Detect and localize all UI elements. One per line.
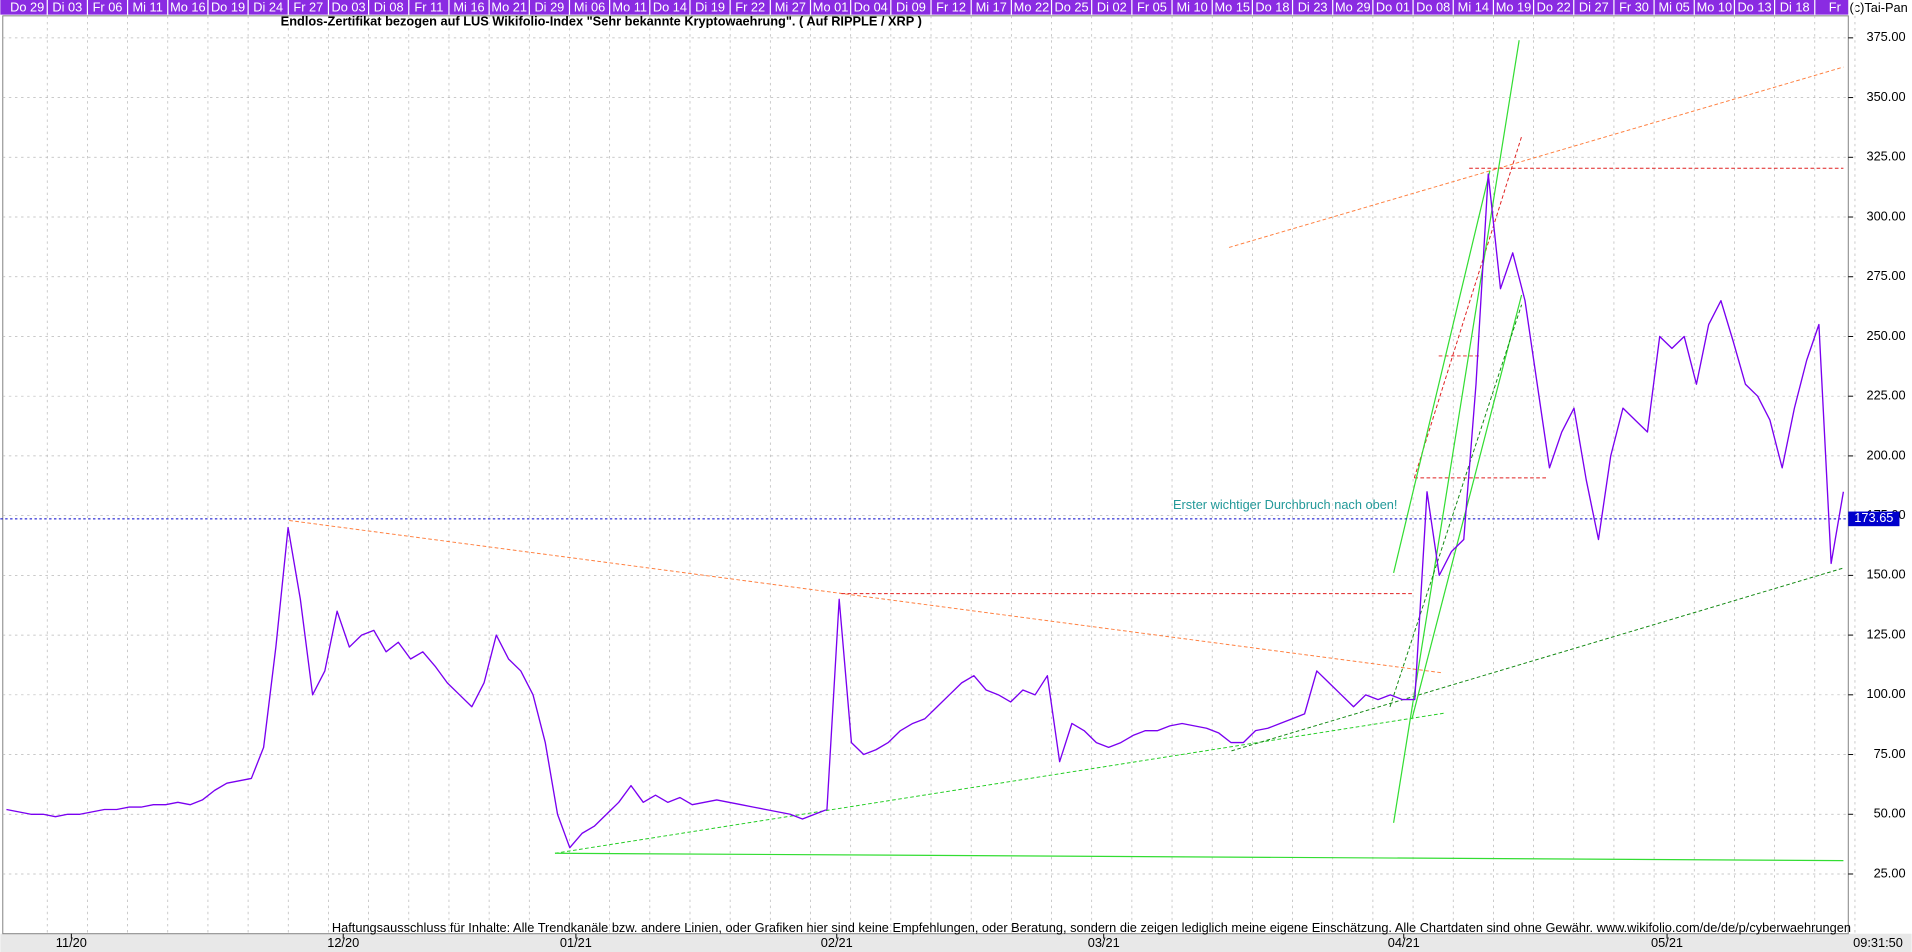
top-date-label: Di 08 [374,0,404,14]
last-price-label: 173.65 [1854,510,1893,525]
top-date-label: Mo 11 [612,0,647,14]
top-date-label: Di 29 [534,0,564,14]
grid-layer [2,15,1856,934]
trend-lines [289,40,1844,862]
y-tick-label: 275.00 [1866,268,1905,283]
y-tick-label: 250.00 [1866,328,1905,343]
top-date-label: Mi 17 [976,0,1007,14]
top-date-label: Do 18 [1255,0,1289,14]
trend-line [1393,40,1520,823]
y-tick-label: 25.00 [1874,865,1906,880]
top-date-label: Mi 10 [1176,0,1207,14]
trend-line [1228,66,1844,248]
top-date-label: Mo 19 [1496,0,1532,14]
source-label: (c)Tai-Pan [1849,0,1907,15]
top-date-label: Di 24 [253,0,283,14]
x-tick-label: 02/21 [821,935,853,950]
y-tick-label: 200.00 [1866,447,1905,462]
annotation: Erster wichtiger Durchbruch nach oben! [1173,497,1398,512]
top-date-label: Fr 05 [1137,0,1167,14]
top-date-label: Di 09 [896,0,926,14]
top-date-label: Fr 27 [293,0,323,14]
top-date-label: Mo 15 [1215,0,1251,14]
top-date-label: Di 27 [1579,0,1609,14]
x-tick-label: 03/21 [1088,935,1120,950]
trend-line [1413,136,1523,478]
top-date-label: Fr 06 [93,0,123,14]
bottom-axis-bar [0,933,1912,952]
top-date-label: Mi 14 [1458,0,1489,14]
top-date-label: Do 14 [653,0,687,14]
y-tick-label: 50.00 [1874,806,1906,821]
x-tick-label: 01/21 [560,935,592,950]
top-date-label: Do 29 [10,0,44,14]
trend-line [554,712,1445,854]
top-date-label: Do 19 [211,0,245,14]
timestamp: 09:31:50 [1853,935,1903,950]
y-tick-label: 325.00 [1866,149,1905,164]
top-date-label: Mo 29 [1335,0,1371,14]
top-date-label: Mo 10 [1697,0,1733,14]
y-tick-label: 75.00 [1874,746,1906,761]
disclaimer: Haftungsausschluss für Inhalte: Alle Tre… [332,920,1851,935]
x-tick-label: 11/20 [56,935,87,950]
top-date-label: Fr 12 [936,0,966,14]
top-date-bar [0,0,1849,15]
top-date-label: Mo 21 [491,0,527,14]
x-tick-label: 04/21 [1388,935,1420,950]
top-date-label: Mo 16 [170,0,206,14]
top-date-label: Fr 11 [414,0,443,14]
y-tick-label: 150.00 [1866,567,1905,582]
trend-line [1393,170,1491,574]
y-tick-label: 225.00 [1866,388,1905,403]
top-date-label: Mi 05 [1659,0,1690,14]
top-date-label: Fr [1829,0,1842,14]
trend-line [554,852,1844,862]
top-date-label: Di 03 [52,0,82,14]
top-date-label: Fr 22 [735,0,765,14]
trend-line [1231,567,1844,752]
top-date-label: Mi 11 [133,0,163,14]
y-tick-label: 350.00 [1866,89,1905,104]
y-tick-label: 125.00 [1866,626,1905,641]
top-date-label: Do 01 [1376,0,1410,14]
trend-line [289,520,1443,674]
x-tick-label: 05/21 [1651,935,1683,950]
top-date-label: Mo 22 [1014,0,1050,14]
top-date-label: Do 03 [331,0,365,14]
top-date-label: Di 19 [695,0,725,14]
top-date-label: Do 04 [854,0,888,14]
top-date-label: Mi 06 [574,0,605,14]
y-tick-label: 375.00 [1866,29,1905,44]
trend-line [1389,304,1523,708]
top-date-label: Di 02 [1097,0,1127,14]
top-date-label: Do 25 [1055,0,1089,14]
top-date-label: Do 22 [1537,0,1571,14]
top-date-label: Di 23 [1298,0,1328,14]
top-date-label: Mo 01 [813,0,849,14]
plot-frame [2,15,1849,935]
y-tick-label: 300.00 [1866,208,1905,223]
top-date-label: Di 18 [1780,0,1810,14]
chart-title: Endlos-Zertifikat bezogen auf LUS Wikifo… [281,13,922,28]
price-line [6,173,1845,849]
top-date-label: Do 08 [1416,0,1450,14]
top-date-label: Fr 30 [1619,0,1649,14]
top-date-label: Do 13 [1737,0,1771,14]
y-tick-label: 100.00 [1866,686,1905,701]
top-date-label: Mi 16 [453,0,484,14]
top-date-label: Mi 27 [775,0,806,14]
x-tick-label: 12/20 [327,935,359,950]
last-price-box [1848,511,1900,527]
